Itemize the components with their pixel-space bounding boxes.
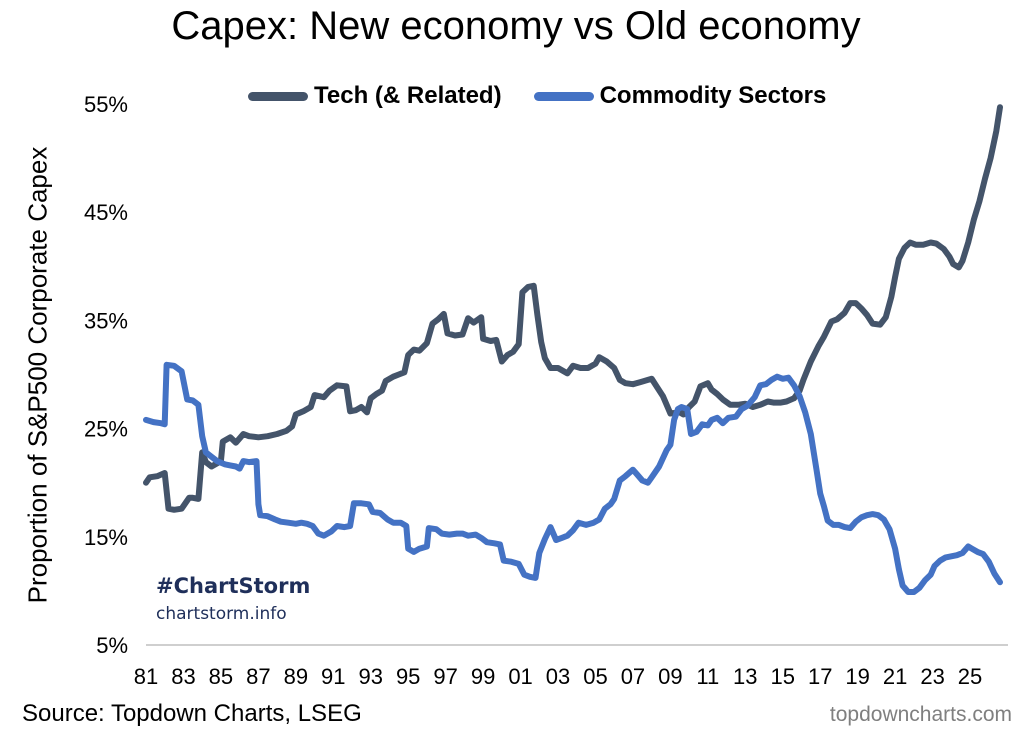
chart-title: Capex: New economy vs Old economy [171,4,861,48]
y-tick-label: 15% [84,525,128,550]
x-tick-label: 05 [583,664,607,689]
watermark-site: chartstorm.info [156,604,287,624]
y-tick-label: 55% [84,92,128,117]
x-tick-label: 15 [771,664,795,689]
legend-swatch-tech [248,91,308,101]
x-tick-label: 89 [284,664,308,689]
x-tick-label: 99 [471,664,495,689]
y-tick-label: 5% [96,633,128,658]
y-tick-label: 45% [84,200,128,225]
x-tick-label: 97 [433,664,457,689]
x-tick-label: 23 [920,664,944,689]
x-tick-label: 25 [958,664,982,689]
series-line-tech [143,104,1003,513]
chart-legend: Tech (& Related) Commodity Sectors [248,82,858,110]
x-tick-label: 93 [358,664,382,689]
watermark-hashtag: #ChartStorm [156,574,311,598]
series-line-commodity [143,361,1003,595]
y-axis-ticks: 5% 15% 25% 35% 45% 55% [84,92,128,658]
y-tick-label: 25% [84,417,128,442]
x-tick-label: 83 [171,664,195,689]
x-axis-ticks: 81 83 85 87 89 91 93 95 97 99 01 03 05 07 09 11 13 15 17 19… [134,664,983,689]
x-tick-label: 95 [396,664,420,689]
legend-label-tech: Tech (& Related) [314,82,502,109]
x-tick-label: 87 [246,664,270,689]
x-tick-label: 85 [209,664,233,689]
x-tick-label: 13 [733,664,757,689]
series-lines [143,104,1003,595]
source-note: Source: Topdown Charts, LSEG [22,700,362,727]
x-tick-label: 07 [621,664,645,689]
legend-item-tech: Tech (& Related) [248,82,502,110]
x-tick-label: 81 [134,664,158,689]
x-tick-label: 11 [696,664,719,689]
x-tick-label: 17 [808,664,832,689]
x-tick-label: 09 [658,664,682,689]
x-tick-label: 01 [508,664,532,689]
x-tick-label: 03 [546,664,570,689]
legend-label-commodity: Commodity Sectors [599,82,827,109]
x-tick-label: 19 [845,664,869,689]
credit-note: topdowncharts.com [829,703,1012,726]
legend-swatch-commodity [533,91,594,101]
legend-item-commodity: Commodity Sectors [533,82,827,110]
x-tick-label: 91 [321,664,345,689]
y-tick-label: 35% [84,308,128,333]
x-tick-label: 21 [883,664,907,689]
